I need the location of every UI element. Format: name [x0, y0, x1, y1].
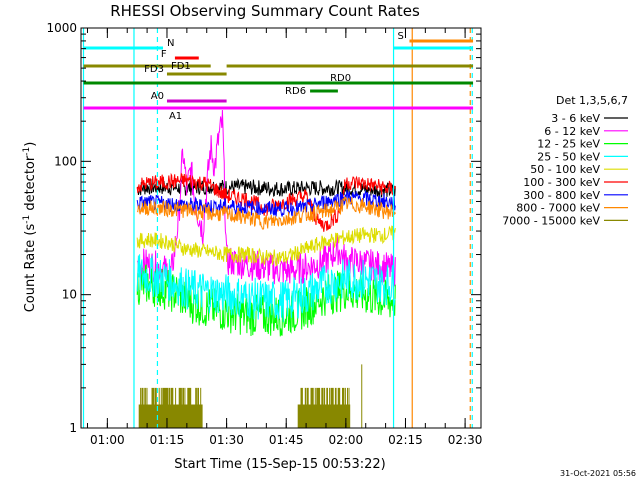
y-tick-label: 1000 [46, 21, 77, 35]
x-tick-label: 02:15 [388, 433, 423, 447]
flag-label: FD1 [171, 61, 191, 72]
plot-area: N S F FD1 FD3 RD0 RD6 A0 A1 1 10 100 1000 01:00 01:15 0… [46, 21, 482, 447]
flag-label: FD3 [144, 64, 164, 75]
flag-label: RD0 [330, 73, 351, 84]
legend-entry-label: 800 - 7000 keV [516, 202, 600, 215]
legend-entry-label: 100 - 300 keV [523, 176, 600, 189]
burst-spikes [298, 388, 350, 428]
legend-title: Det 1,3,5,6,7 [556, 94, 628, 107]
legend-entry-label: 6 - 12 keV [544, 125, 600, 138]
x-tick-label: 02:00 [329, 433, 364, 447]
x-tick-label: 02:30 [448, 433, 483, 447]
x-tick-label: 01:00 [90, 433, 125, 447]
x-axis-label: Start Time (15-Sep-15 00:53:22) [174, 457, 385, 472]
flag-label: RD6 [285, 86, 306, 97]
legend-entry-label: 7000 - 15000 keV [502, 214, 600, 227]
legend-entry-label: 12 - 25 keV [537, 138, 600, 151]
y-axis-label: Count Rate (s-1 detector-1) [22, 142, 38, 313]
legend-entry-label: 25 - 50 keV [537, 150, 600, 163]
legend-entry-label: 300 - 800 keV [523, 189, 600, 202]
y-tick-label: 10 [62, 288, 77, 302]
plot-frame [81, 28, 481, 428]
timestamp: 31-Oct-2021 05:56 [560, 469, 636, 478]
flag-label: F [161, 49, 167, 60]
x-tick-label: 01:15 [150, 433, 185, 447]
y-tick-label: 1 [69, 421, 77, 435]
series-line [137, 110, 395, 287]
flag-label: A0 [151, 91, 164, 102]
flag-label: N [167, 38, 174, 49]
legend-entry-label: 3 - 6 keV [551, 112, 600, 125]
x-tick-label: 01:30 [209, 433, 244, 447]
x-tick-label: 01:45 [269, 433, 304, 447]
legend-entry-label: 50 - 100 keV [530, 163, 600, 176]
count-rate-chart: RHESSI Observing Summary Count Rates N S F… [0, 0, 640, 480]
flag-label: A1 [169, 111, 182, 122]
y-tick-label: 100 [54, 154, 77, 168]
chart-title: RHESSI Observing Summary Count Rates [110, 2, 420, 20]
flag-label: S [397, 31, 403, 42]
burst-spikes [139, 388, 202, 428]
